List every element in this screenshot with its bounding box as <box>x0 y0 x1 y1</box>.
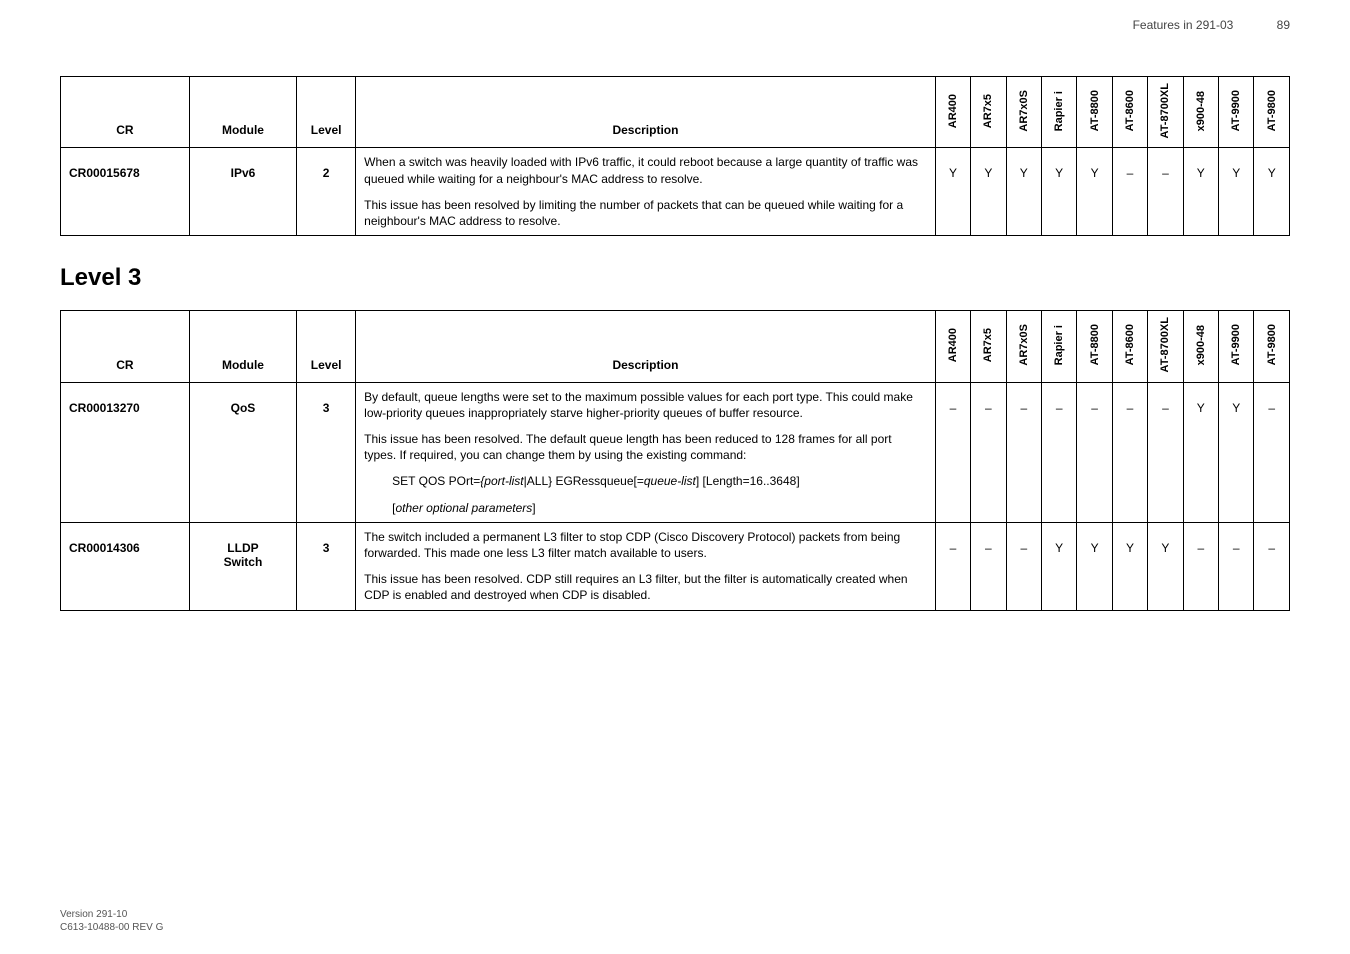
description-cell: The switch included a permanent L3 filte… <box>356 522 936 610</box>
col-compat: AR400 <box>935 311 970 382</box>
compat-value: Y <box>1077 522 1112 610</box>
compat-value: Y <box>935 148 970 236</box>
compat-value: Y <box>1254 148 1290 236</box>
compat-value: Y <box>1112 522 1147 610</box>
compat-value: Y <box>1006 148 1041 236</box>
col-cr: CR <box>61 311 190 382</box>
module-value: IPv6 <box>189 148 296 236</box>
compat-value: – <box>1254 382 1290 522</box>
compat-value: Y <box>971 148 1006 236</box>
level-value: 3 <box>297 382 356 522</box>
col-compat: x900-48 <box>1183 77 1218 148</box>
page-container: Features in 291-03 89 CR Module Level De… <box>0 0 1350 954</box>
col-compat: AT-8800 <box>1077 311 1112 382</box>
col-compat: AT-8600 <box>1112 311 1147 382</box>
compat-value: Y <box>1041 522 1076 610</box>
col-description: Description <box>356 311 936 382</box>
table-row: CR00015678 IPv6 2 When a switch was heav… <box>61 148 1290 236</box>
desc-para: This issue has been resolved. The defaul… <box>364 431 927 463</box>
compat-value: Y <box>1148 522 1183 610</box>
col-level: Level <box>297 311 356 382</box>
desc-para: This issue has been resolved. CDP still … <box>364 571 927 603</box>
compat-value: – <box>1041 382 1076 522</box>
desc-para: This issue has been resolved by limiting… <box>364 197 927 229</box>
col-compat: AR7x5 <box>971 311 1006 382</box>
col-description: Description <box>356 77 936 148</box>
desc-para: When a switch was heavily loaded with IP… <box>364 154 927 186</box>
desc-code-line: [other optional parameters] <box>364 500 927 516</box>
compat-value: Y <box>1183 382 1218 522</box>
compat-value: – <box>1219 522 1254 610</box>
compat-value: – <box>1112 148 1147 236</box>
table-2: CR Module Level Description AR400 AR7x5 … <box>60 310 1290 610</box>
col-compat: AR400 <box>935 77 970 148</box>
compat-value: Y <box>1219 382 1254 522</box>
col-cr: CR <box>61 77 190 148</box>
col-compat: AT-9800 <box>1254 311 1290 382</box>
compat-value: – <box>1112 382 1147 522</box>
compat-value: Y <box>1183 148 1218 236</box>
desc-para: By default, queue lengths were set to th… <box>364 389 927 421</box>
compat-value: – <box>1254 522 1290 610</box>
col-compat: AT-8800 <box>1077 77 1112 148</box>
compat-value: – <box>935 382 970 522</box>
compat-value: – <box>971 522 1006 610</box>
col-compat: AR7x5 <box>971 77 1006 148</box>
level-value: 3 <box>297 522 356 610</box>
table-header-row: CR Module Level Description AR400 AR7x5 … <box>61 77 1290 148</box>
cr-value: CR00014306 <box>61 522 190 610</box>
compat-value: Y <box>1219 148 1254 236</box>
description-cell: When a switch was heavily loaded with IP… <box>356 148 936 236</box>
compat-value: Y <box>1077 148 1112 236</box>
cr-value: CR00015678 <box>61 148 190 236</box>
compat-value: – <box>1148 382 1183 522</box>
level-value: 2 <box>297 148 356 236</box>
col-compat: AT-9900 <box>1219 311 1254 382</box>
col-compat: AR7x0S <box>1006 311 1041 382</box>
page-header: Features in 291-03 89 <box>1133 18 1290 32</box>
compat-value: – <box>1077 382 1112 522</box>
col-compat: AT-8600 <box>1112 77 1147 148</box>
page-number: 89 <box>1277 18 1290 32</box>
desc-para: The switch included a permanent L3 filte… <box>364 529 927 561</box>
footer-version: Version 291-10 <box>60 908 163 921</box>
col-compat: AR7x0S <box>1006 77 1041 148</box>
col-compat: AT-8700XL <box>1148 311 1183 382</box>
compat-value: – <box>1006 382 1041 522</box>
description-cell: By default, queue lengths were set to th… <box>356 382 936 522</box>
desc-code-line: SET QOS POrt={port-list|ALL} EGRessqueue… <box>364 473 927 489</box>
col-compat: AT-8700XL <box>1148 77 1183 148</box>
col-compat: x900-48 <box>1183 311 1218 382</box>
col-compat: Rapier i <box>1041 77 1076 148</box>
header-title: Features in 291-03 <box>1133 18 1234 32</box>
col-compat: Rapier i <box>1041 311 1076 382</box>
footer-docnum: C613-10488-00 REV G <box>60 921 163 934</box>
col-compat: AT-9900 <box>1219 77 1254 148</box>
col-module: Module <box>189 311 296 382</box>
compat-value: Y <box>1041 148 1076 236</box>
table-1: CR Module Level Description AR400 AR7x5 … <box>60 76 1290 236</box>
table-header-row: CR Module Level Description AR400 AR7x5 … <box>61 311 1290 382</box>
compat-value: – <box>971 382 1006 522</box>
compat-value: – <box>935 522 970 610</box>
compat-value: – <box>1006 522 1041 610</box>
compat-value: – <box>1148 148 1183 236</box>
level-heading: Level 3 <box>60 264 1290 292</box>
col-module: Module <box>189 77 296 148</box>
col-level: Level <box>297 77 356 148</box>
module-value: QoS <box>189 382 296 522</box>
page-footer: Version 291-10 C613-10488-00 REV G <box>60 908 163 934</box>
compat-value: – <box>1183 522 1218 610</box>
table-row: CR00013270 QoS 3 By default, queue lengt… <box>61 382 1290 522</box>
cr-value: CR00013270 <box>61 382 190 522</box>
table-row: CR00014306 LLDP Switch 3 The switch incl… <box>61 522 1290 610</box>
module-value: LLDP Switch <box>189 522 296 610</box>
col-compat: AT-9800 <box>1254 77 1290 148</box>
